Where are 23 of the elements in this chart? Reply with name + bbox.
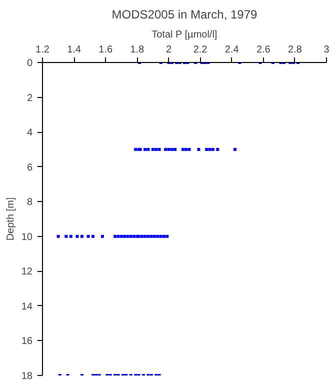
y-tick-label: 12	[21, 266, 33, 278]
x-tick-label: 2.8	[288, 44, 302, 56]
y-tick-label: 0	[26, 58, 33, 69]
x-tick-label: 1.6	[98, 44, 113, 56]
x-tick-label: 3	[324, 44, 330, 56]
chart-title: MODS2005 in March, 1979	[112, 8, 258, 22]
y-tick-label: 14	[21, 301, 33, 312]
y-axis-title: Depth [m]	[5, 197, 16, 241]
x-tick-label: 2.2	[193, 44, 208, 56]
y-tick-label: 16	[21, 336, 33, 348]
y-tick-label: 4	[26, 128, 33, 139]
x-tick-label: 2.6	[256, 44, 271, 56]
y-tick-label: 18	[21, 371, 33, 382]
x-tick-label: 2.4	[224, 44, 240, 56]
y-tick-label: 8	[26, 197, 33, 208]
y-tick-label: 10	[21, 232, 33, 243]
y-tick-label: 6	[26, 162, 33, 174]
x-axis-title: Total P [µmol/l]	[152, 30, 218, 40]
y-tick-label: 2	[26, 92, 33, 104]
x-tick-label: 1.2	[36, 44, 50, 56]
x-tick-label: 1.8	[130, 44, 145, 56]
x-tick-label: 1.4	[67, 44, 82, 56]
x-tick-label: 2	[166, 44, 172, 56]
